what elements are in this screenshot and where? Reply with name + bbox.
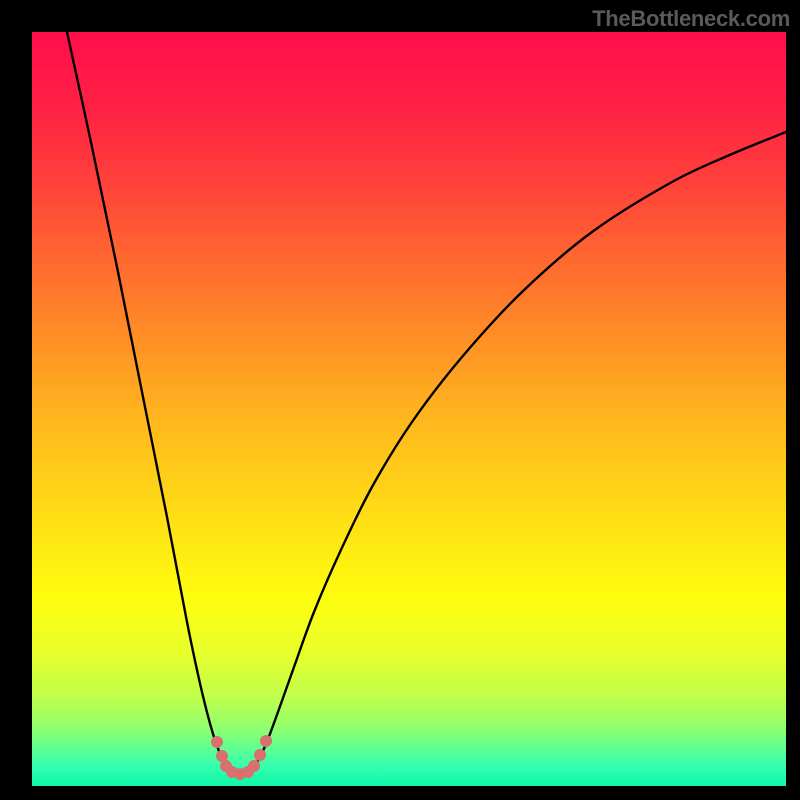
dip-marker — [211, 736, 223, 748]
dip-marker — [248, 760, 260, 772]
dip-marker — [254, 749, 266, 761]
plot-area — [32, 32, 786, 786]
watermark-text: TheBottleneck.com — [592, 6, 790, 32]
chart-svg — [32, 32, 786, 786]
chart-frame: TheBottleneck.com — [0, 0, 800, 800]
dip-marker — [260, 735, 272, 747]
